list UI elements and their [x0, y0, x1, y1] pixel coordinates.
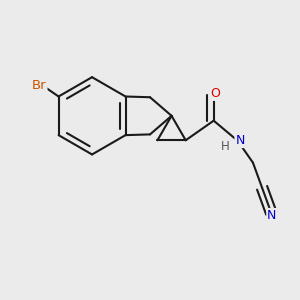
Text: O: O	[211, 87, 220, 100]
Text: N: N	[235, 134, 245, 147]
Text: H: H	[221, 140, 230, 153]
Text: N: N	[267, 209, 277, 222]
Text: Br: Br	[32, 79, 46, 92]
